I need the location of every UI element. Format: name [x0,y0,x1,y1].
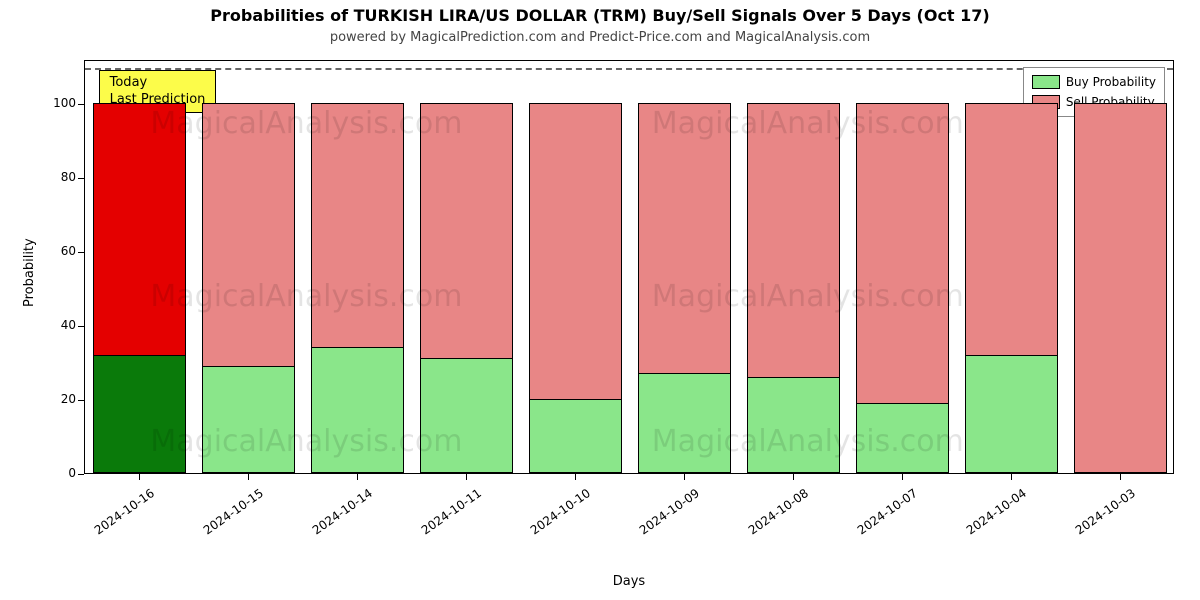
x-tick [139,474,140,480]
legend-swatch [1032,75,1060,89]
watermark: MagicalAnalysis.com [150,424,462,459]
x-tick-label: 2024-10-16 [58,486,156,561]
x-tick-label: 2024-10-10 [494,486,592,561]
y-tick [78,400,84,401]
x-tick-label: 2024-10-04 [930,486,1028,561]
legend-label: Buy Probability [1066,75,1156,89]
buy-bar [747,377,841,473]
buy-bar [965,355,1059,473]
x-tick-label: 2024-10-03 [1039,486,1137,561]
buy-bar [202,366,296,473]
y-tick-label: 40 [36,318,76,332]
plot-area: TodayLast Prediction Buy ProbabilitySell… [84,60,1174,474]
y-tick [78,104,84,105]
x-tick [357,474,358,480]
x-tick [902,474,903,480]
buy-bar [856,403,950,473]
y-tick [78,474,84,475]
buy-bar [420,358,514,473]
x-tick-label: 2024-10-14 [276,486,374,561]
y-axis-label: Probability [22,238,37,307]
y-tick-label: 100 [36,96,76,110]
x-tick-label: 2024-10-09 [603,486,701,561]
chart-subtitle: powered by MagicalPrediction.com and Pre… [0,30,1200,45]
buy-bar [93,355,187,473]
x-tick [248,474,249,480]
x-tick [1011,474,1012,480]
legend-item: Buy Probability [1032,72,1156,92]
y-tick [78,178,84,179]
chart-title: Probabilities of TURKISH LIRA/US DOLLAR … [0,6,1200,25]
y-tick [78,326,84,327]
x-tick [1120,474,1121,480]
x-tick-label: 2024-10-15 [167,486,265,561]
y-tick-label: 0 [36,466,76,480]
buy-bar [638,373,732,473]
today-annotation-line: Today [110,75,206,91]
x-tick-label: 2024-10-08 [712,486,810,561]
x-tick-label: 2024-10-07 [821,486,919,561]
x-axis-label: Days [84,574,1174,589]
y-tick-label: 80 [36,170,76,184]
chart-container: Probabilities of TURKISH LIRA/US DOLLAR … [0,0,1200,600]
y-tick-label: 20 [36,392,76,406]
y-tick-label: 60 [36,244,76,258]
y-tick [78,252,84,253]
x-tick-label: 2024-10-11 [385,486,483,561]
x-tick [684,474,685,480]
x-tick [793,474,794,480]
watermark: MagicalAnalysis.com [150,279,462,314]
sell-bar [1074,103,1168,473]
x-tick [575,474,576,480]
x-tick [466,474,467,480]
buy-bar [529,399,623,473]
buy-bar [311,347,405,473]
threshold-line [85,68,1173,70]
